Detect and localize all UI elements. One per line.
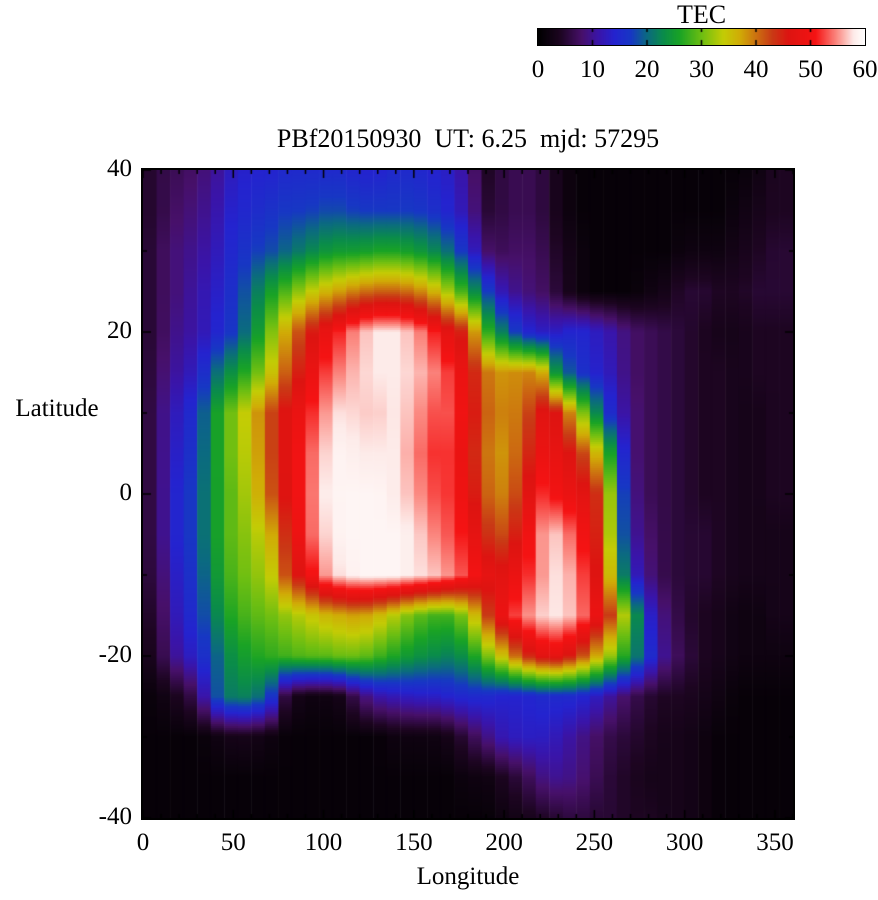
x-axis-label: Longitude xyxy=(416,863,520,890)
colorbar-tick-label: 0 xyxy=(531,56,545,83)
x-tick-label: 200 xyxy=(485,829,523,856)
colorbar-tick-label: 10 xyxy=(580,56,605,83)
x-tick-label: 150 xyxy=(395,829,433,856)
x-tick-label: 50 xyxy=(220,829,246,856)
x-tick-label: 100 xyxy=(304,829,343,856)
x-tick-label: 350 xyxy=(756,829,794,856)
plot-title: PBf20150930 UT: 6.25 mjd: 57295 xyxy=(276,124,660,153)
y-tick-label: 0 xyxy=(119,478,133,506)
colorbar-tick-label: 30 xyxy=(689,56,714,83)
colorbar-title: TEC xyxy=(676,0,727,29)
x-tick-label: 300 xyxy=(665,829,704,856)
x-tick-label: 250 xyxy=(575,829,614,856)
colorbar xyxy=(537,28,866,46)
y-axis-label: Latitude xyxy=(15,395,99,422)
colorbar-tick-label: 50 xyxy=(798,56,823,83)
y-tick-label: -20 xyxy=(98,640,132,668)
colorbar-tick-label: 40 xyxy=(743,56,769,83)
heatmap-canvas xyxy=(141,168,795,820)
y-tick-label: 20 xyxy=(107,316,132,344)
y-tick-label: 40 xyxy=(107,154,132,182)
colorbar-tick-label: 20 xyxy=(634,56,660,83)
y-tick-label: -40 xyxy=(98,802,132,830)
colorbar-tick-label: 60 xyxy=(852,56,878,83)
x-tick-label: 0 xyxy=(136,829,150,856)
